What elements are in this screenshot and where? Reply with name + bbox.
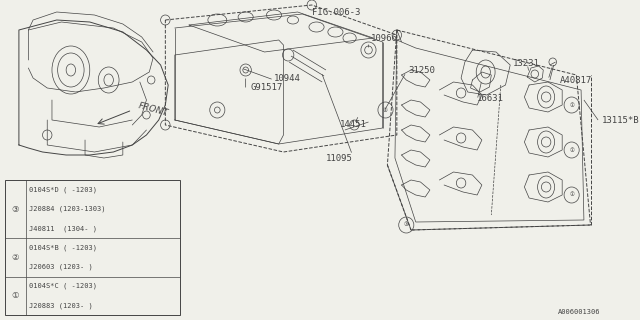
Text: 13115*B: 13115*B (602, 116, 639, 124)
Text: ②: ② (12, 253, 19, 262)
Text: FIG.006-3: FIG.006-3 (312, 7, 360, 17)
Text: A006001306: A006001306 (557, 309, 600, 315)
Text: 11095: 11095 (326, 154, 353, 163)
Text: 0104S*C ( -1203): 0104S*C ( -1203) (29, 283, 97, 289)
Text: 14451: 14451 (340, 119, 367, 129)
Text: G91517: G91517 (250, 83, 283, 92)
Text: 16631: 16631 (477, 93, 504, 102)
Text: J40811  (1304- ): J40811 (1304- ) (29, 225, 97, 232)
Text: 10966: 10966 (371, 34, 398, 43)
Text: J20884 (1203-1303): J20884 (1203-1303) (29, 206, 106, 212)
Text: J20603 (1203- ): J20603 (1203- ) (29, 264, 93, 270)
Text: ①: ① (569, 193, 574, 197)
Text: ③: ③ (404, 222, 409, 228)
Bar (4, 180, 180, 315)
Text: ②: ② (383, 108, 388, 113)
Text: 31250: 31250 (408, 66, 435, 75)
Text: ①: ① (12, 291, 19, 300)
Text: ③: ③ (12, 204, 19, 213)
Text: A40817: A40817 (559, 76, 591, 84)
Text: ①: ① (569, 148, 574, 153)
Text: 0104S*D ( -1203): 0104S*D ( -1203) (29, 187, 97, 193)
Text: 0104S*B ( -1203): 0104S*B ( -1203) (29, 244, 97, 251)
Text: 10944: 10944 (274, 74, 301, 83)
Text: FRONT: FRONT (137, 102, 169, 118)
Text: 13231: 13231 (513, 59, 540, 68)
Text: ①: ① (569, 102, 574, 108)
Text: J20883 (1203- ): J20883 (1203- ) (29, 302, 93, 308)
